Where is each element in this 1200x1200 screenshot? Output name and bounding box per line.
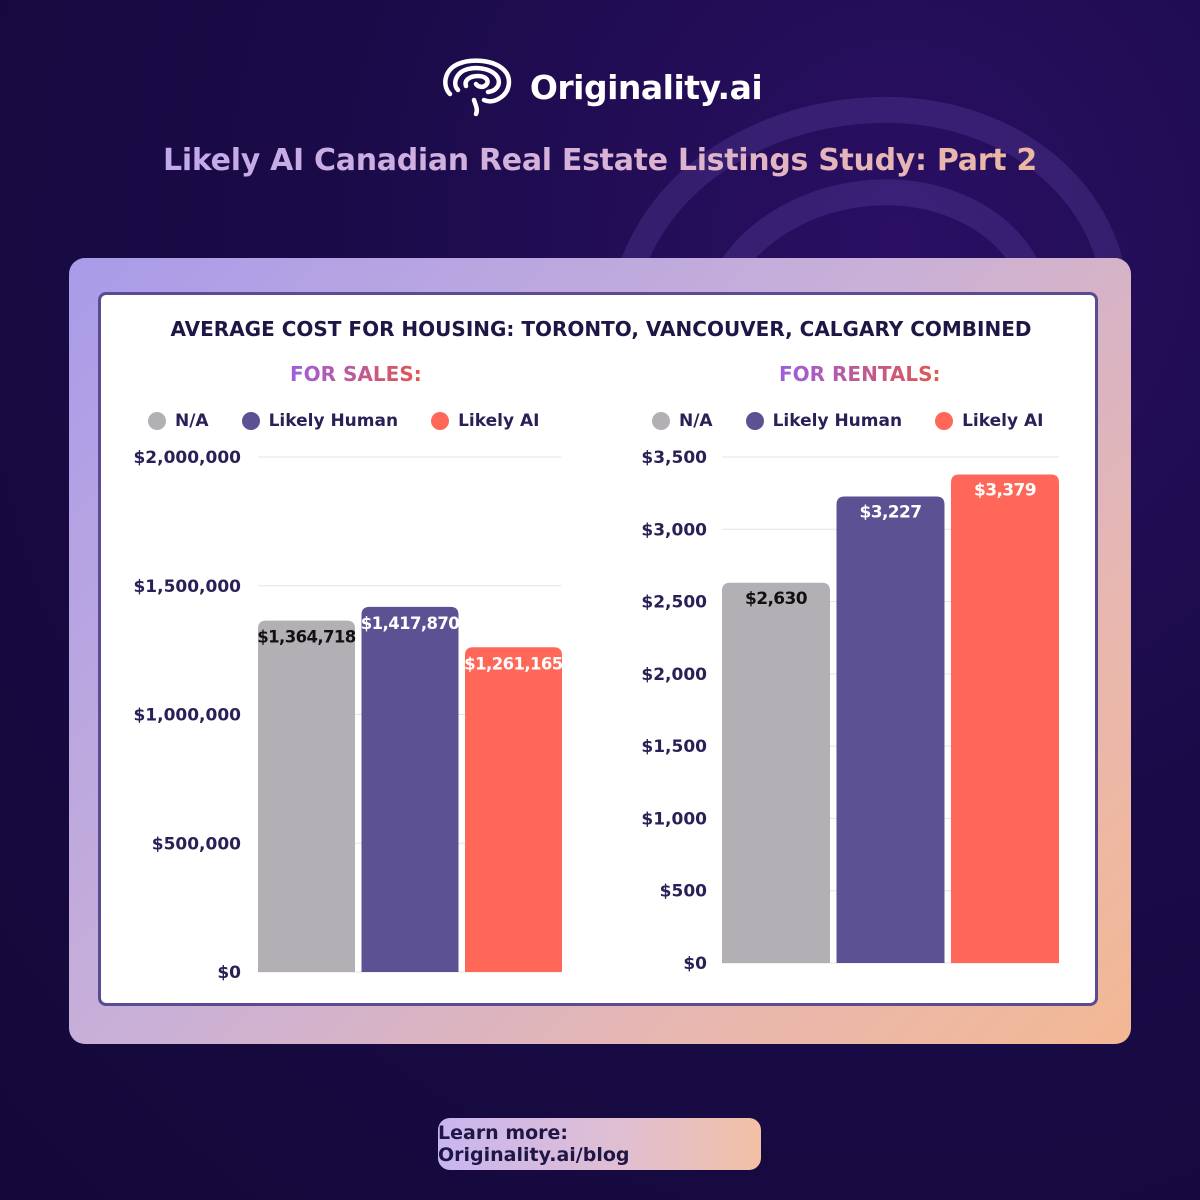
legend-label: Likely Human [772, 411, 903, 431]
legend-item-likely-ai: Likely AI [935, 411, 1043, 431]
legend-label: N/A [175, 411, 209, 431]
page-title: Likely AI Canadian Real Estate Listings … [0, 143, 1200, 178]
y-tick-label: $500,000 [152, 834, 241, 854]
bar-likely-human [836, 496, 945, 963]
rentals-subtitle: FOR RENTALS: [779, 362, 941, 386]
chart-title: AVERAGE COST FOR HOUSING: TORONTO, VANCO… [170, 317, 1032, 341]
sales-legend: N/A Likely Human Likely AI [148, 411, 572, 431]
legend-label: Likely AI [962, 411, 1044, 431]
legend-dot [935, 412, 954, 430]
legend-dot [431, 412, 450, 430]
legend-dot [652, 412, 670, 430]
bar-n-a [722, 582, 830, 963]
learn-more-link[interactable]: Learn more: Originality.ai/blog [438, 1118, 761, 1170]
sales-subtitle: FOR SALES: [290, 362, 422, 386]
y-tick-label: $1,500,000 [133, 577, 241, 597]
legend-item-likely-human: Likely Human [241, 411, 399, 431]
bar-charts: $0 $500,000 $1,000,000 $1,500,000 $2,000,000… [133, 448, 1059, 983]
legend-item-likely-ai: Likely AI [431, 411, 539, 431]
y-tick-label: $1,000 [641, 809, 707, 829]
y-tick-label: $2,000,000 [133, 448, 241, 468]
legend-item-likely-human: Likely Human [745, 411, 903, 431]
bar-data-label: $2,630 [745, 589, 808, 609]
legend-item-na: N/A [652, 411, 713, 431]
legend-label: N/A [679, 411, 713, 431]
bar-likely-ai [951, 474, 1059, 963]
bar-likely-human [361, 606, 459, 972]
y-tick-label: $0 [683, 954, 707, 974]
brand-name: Originality.ai [529, 67, 763, 107]
chart-card: AVERAGE COST FOR HOUSING: TORONTO, VANCO… [98, 292, 1098, 1006]
legend-item-na: N/A [148, 411, 209, 431]
bar-n-a [258, 620, 355, 972]
legend-label: Likely AI [458, 411, 540, 431]
rentals-legend: N/A Likely Human Likely AI [652, 411, 1076, 431]
brand-header: Originality.ai [0, 52, 1200, 122]
legend-dot [148, 412, 166, 430]
y-tick-label: $3,000 [641, 520, 707, 540]
legend-dot [745, 412, 764, 430]
bar-data-label: $3,227 [859, 502, 921, 522]
y-tick-label: $1,000,000 [133, 706, 241, 726]
legend-label: Likely Human [268, 411, 399, 431]
y-tick-label: $3,500 [641, 448, 707, 468]
legend-dot [241, 412, 260, 430]
bar-data-label: $1,261,165 [464, 654, 563, 673]
y-tick-label: $0 [217, 963, 241, 983]
y-tick-label: $500 [660, 882, 707, 902]
y-tick-label: $2,500 [641, 593, 707, 613]
bar-likely-ai [465, 647, 562, 972]
y-tick-label: $1,500 [641, 737, 707, 757]
bar-data-label: $1,417,870 [361, 614, 460, 633]
bar-data-label: $3,379 [974, 480, 1036, 500]
y-tick-label: $2,000 [641, 665, 707, 685]
bar-data-label: $1,364,718 [257, 628, 356, 647]
brain-logo-icon [442, 58, 511, 117]
